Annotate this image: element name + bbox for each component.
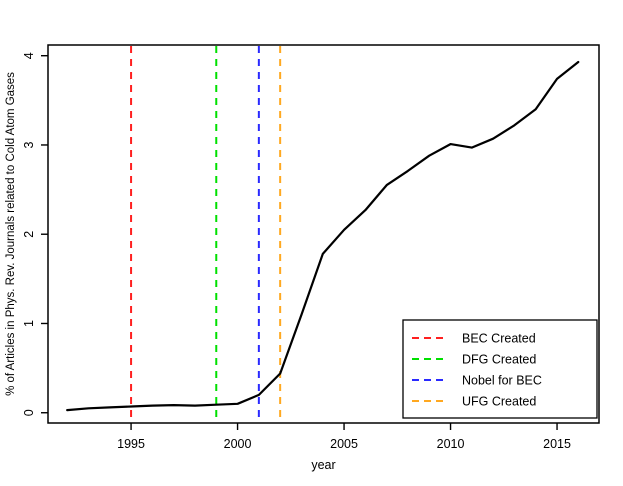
x-tick-label: 2010 <box>437 437 465 451</box>
legend-item-bec-created: BEC Created <box>412 332 536 346</box>
x-axis-title: year <box>311 458 335 472</box>
y-axis: 0 1 2 3 4 <box>22 52 48 416</box>
x-tick-label: 2005 <box>330 437 358 451</box>
y-tick-label: 4 <box>22 52 36 59</box>
series-line-cold-atom-article-share <box>66 60 580 412</box>
x-tick-label: 1995 <box>117 437 145 451</box>
y-tick-label: 0 <box>22 409 36 416</box>
legend-item-ufg-created: UFG Created <box>412 395 536 409</box>
legend-item-dfg-created: DFG Created <box>412 353 536 367</box>
y-tick-label: 2 <box>22 231 36 238</box>
legend-box <box>402 319 598 419</box>
y-tick-label: 1 <box>22 320 36 327</box>
x-tick-label: 2015 <box>543 437 571 451</box>
y-tick-label: 3 <box>22 141 36 148</box>
legend-label: DFG Created <box>462 353 536 367</box>
x-tick-label: 2000 <box>224 437 252 451</box>
legend-item-nobel-for-bec: Nobel for BEC <box>412 374 542 388</box>
y-axis-title: % of Articles in Phys. Rev. Journals rel… <box>5 72 17 396</box>
legend-label: Nobel for BEC <box>462 374 542 388</box>
legend-label: BEC Created <box>462 332 536 346</box>
legend: BEC Created DFG Created Nobel for BEC UFG C… <box>402 319 598 419</box>
x-axis: 1995 2000 2005 2010 2015 <box>117 423 571 451</box>
legend-label: UFG Created <box>462 395 536 409</box>
